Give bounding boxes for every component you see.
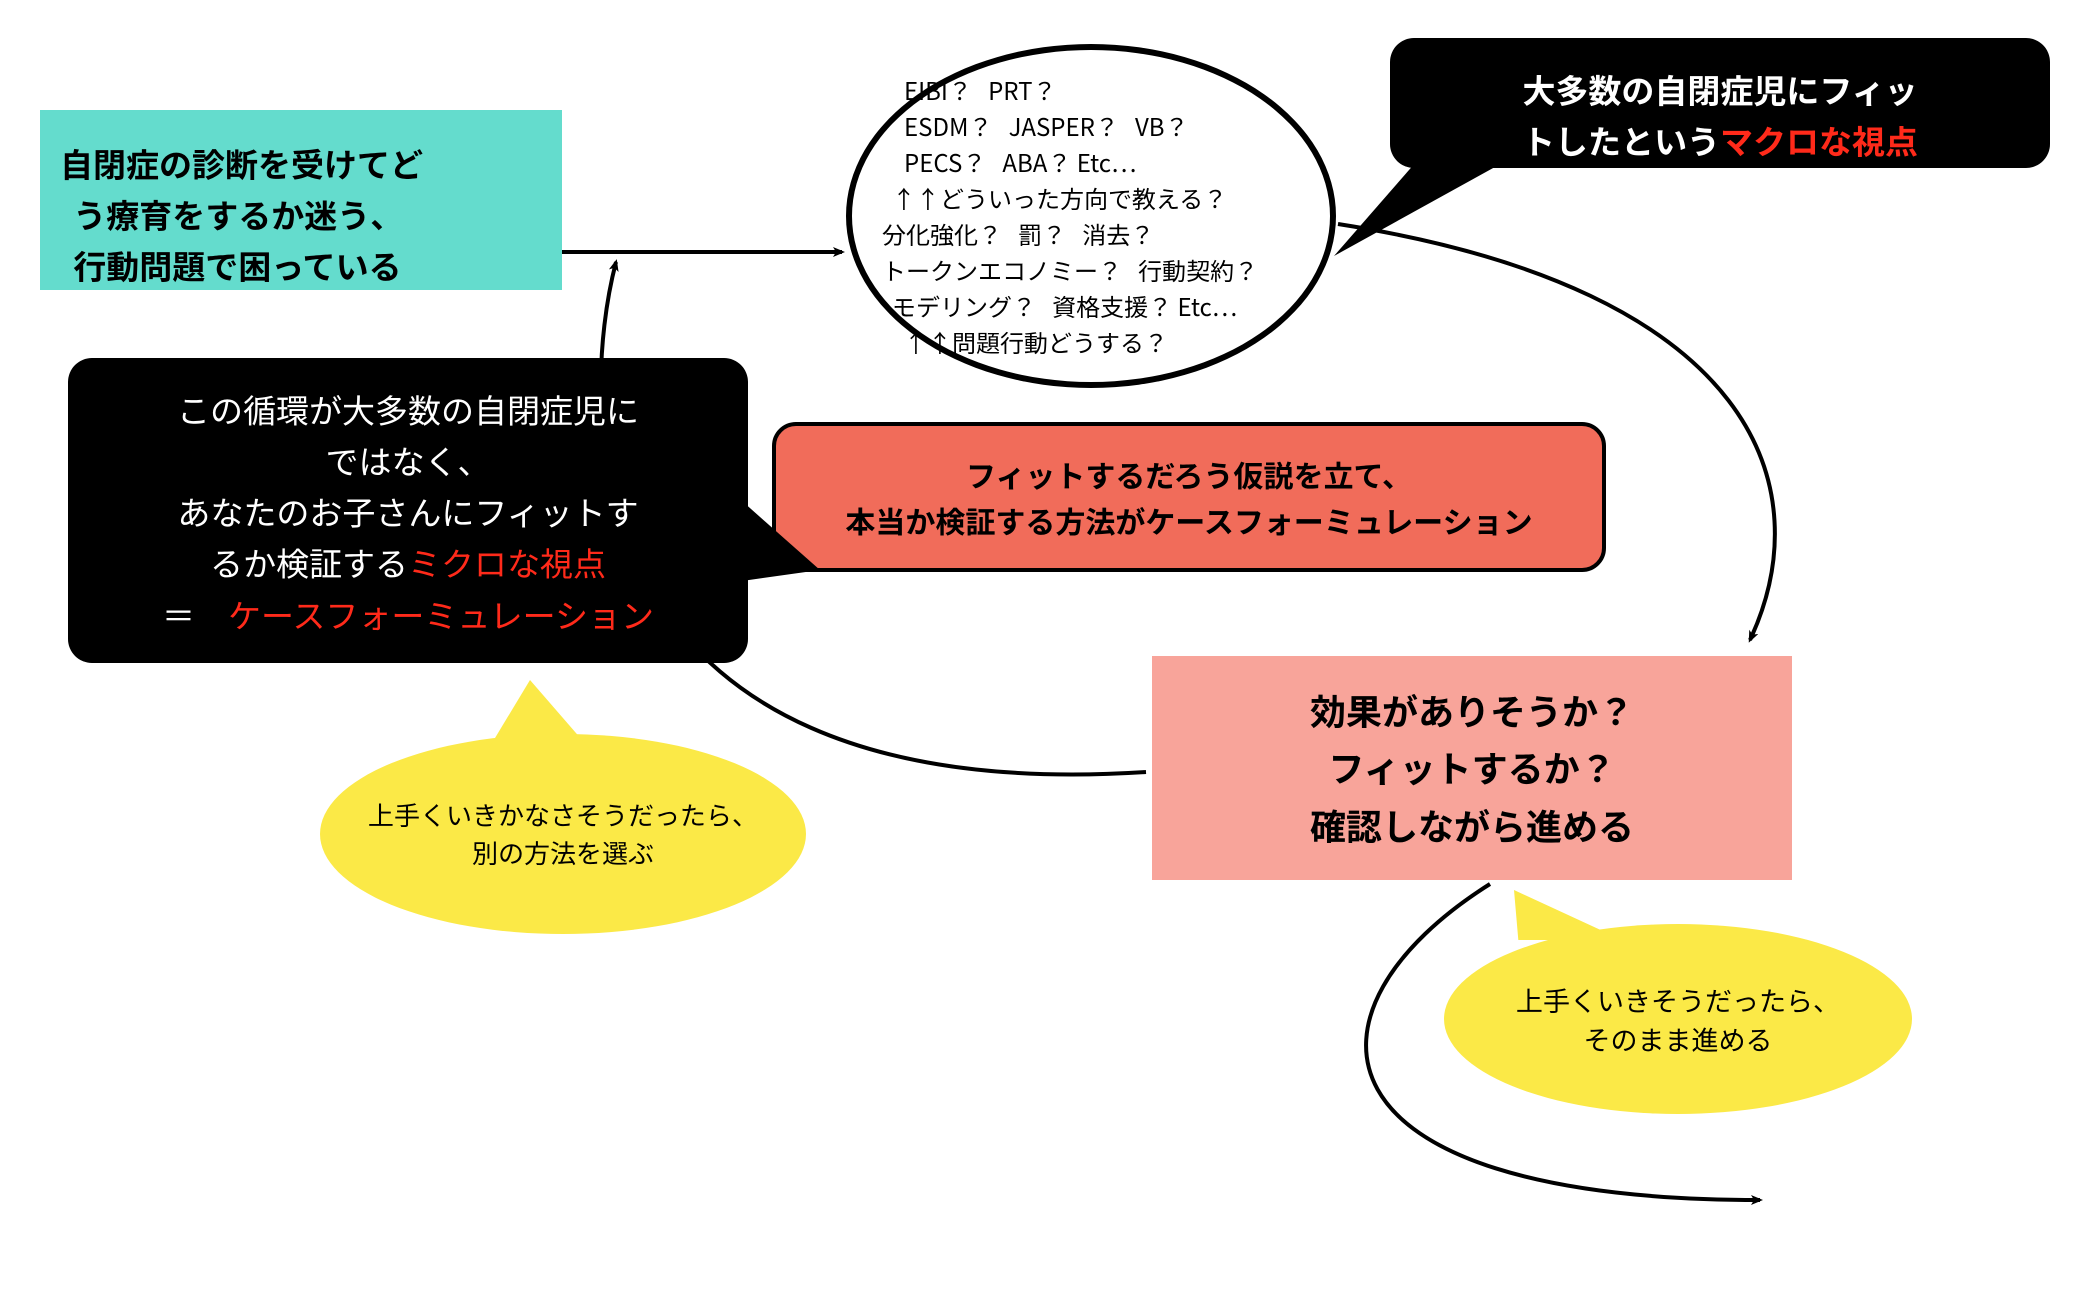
micro-line4: るか検証するミクロな視点 bbox=[94, 537, 722, 588]
bubble-right-line2: そのまま進める bbox=[1584, 1019, 1773, 1058]
circle-line: PECS？ ABA？ Etc… bbox=[904, 144, 1290, 180]
micro-line5-pre: ＝ bbox=[162, 590, 228, 638]
start-box: 自閉症の診断を受けてど う療育をするか迷う、 行動問題で困っている bbox=[40, 110, 562, 290]
bubble-left-line2: 別の方法を選ぶ bbox=[472, 834, 654, 872]
micro-line1: この循環が大多数の自閉症児に bbox=[94, 384, 722, 435]
coral-line1: フィットするだろう仮説を立て、 bbox=[966, 451, 1412, 498]
macro-line2: トしたというマクロな視点 bbox=[1416, 115, 2024, 166]
micro-line5: ＝ ケースフォーミュレーション bbox=[94, 589, 722, 640]
coral-line2: 本当か検証する方法がケースフォーミュレーション bbox=[845, 497, 1532, 544]
salmon-line2: フィットするか？ bbox=[1328, 739, 1615, 797]
micro-line3: あなたのお子さんにフィットす bbox=[94, 486, 722, 537]
diagram-stage: 自閉症の診断を受けてど う療育をするか迷う、 行動問題で困っている EIBI？ … bbox=[0, 0, 2098, 1311]
salmon-line3: 確認しながら進める bbox=[1310, 797, 1634, 855]
micro-line4-pre: るか検証する bbox=[210, 538, 408, 586]
circle-line: トークンエコノミー？ 行動契約？ bbox=[882, 252, 1290, 288]
bubble-left-line1: 上手くいきかなさそうだったら、 bbox=[368, 796, 758, 834]
bubble-continue: 上手くいきそうだったら、 そのまま進める bbox=[1444, 924, 1912, 1114]
macro-callout: 大多数の自閉症児にフィッ トしたというマクロな視点 bbox=[1390, 38, 2050, 168]
bubble-try-other: 上手くいきかなさそうだったら、 別の方法を選ぶ bbox=[320, 734, 806, 934]
circle-line: ESDM？ JASPER？ VB？ bbox=[904, 108, 1290, 144]
macro-line2-red: マクロな視点 bbox=[1720, 116, 1918, 164]
micro-callout: この循環が大多数の自閉症児に ではなく、 あなたのお子さんにフィットす るか検証… bbox=[68, 358, 748, 663]
salmon-line1: 効果がありそうか？ bbox=[1310, 682, 1634, 740]
start-box-line2: う療育をするか迷う、 bbox=[60, 189, 542, 240]
micro-line2: ではなく、 bbox=[94, 435, 722, 486]
macro-line2-pre: トしたという bbox=[1522, 116, 1720, 164]
micro-line5-red: ケースフォーミュレーション bbox=[228, 590, 654, 638]
circle-line: 分化強化？ 罰？ 消去？ bbox=[882, 216, 1290, 252]
bubble-right-line1: 上手くいきそうだったら、 bbox=[1516, 980, 1840, 1019]
circle-line: EIBI？ PRT？ bbox=[904, 72, 1290, 108]
micro-line4-red: ミクロな視点 bbox=[408, 538, 606, 586]
methods-circle: EIBI？ PRT？ ESDM？ JASPER？ VB？ PECS？ ABA？ … bbox=[846, 44, 1336, 388]
circle-line: ↑↑問題行動どうする？ bbox=[904, 324, 1290, 360]
check-box: 効果がありそうか？ フィットするか？ 確認しながら進める bbox=[1152, 656, 1792, 880]
circle-line: モデリング？ 資格支援？ Etc… bbox=[892, 288, 1290, 324]
macro-line1: 大多数の自閉症児にフィッ bbox=[1416, 64, 2024, 115]
case-formulation-box: フィットするだろう仮説を立て、 本当か検証する方法がケースフォーミュレーション bbox=[772, 422, 1606, 572]
start-box-line3: 行動問題で困っている bbox=[60, 240, 542, 291]
start-box-line1: 自閉症の診断を受けてど bbox=[60, 138, 542, 189]
circle-line: ↑↑どういった方向で教える？ bbox=[892, 180, 1290, 216]
macro-callout-tail bbox=[1334, 162, 1504, 256]
